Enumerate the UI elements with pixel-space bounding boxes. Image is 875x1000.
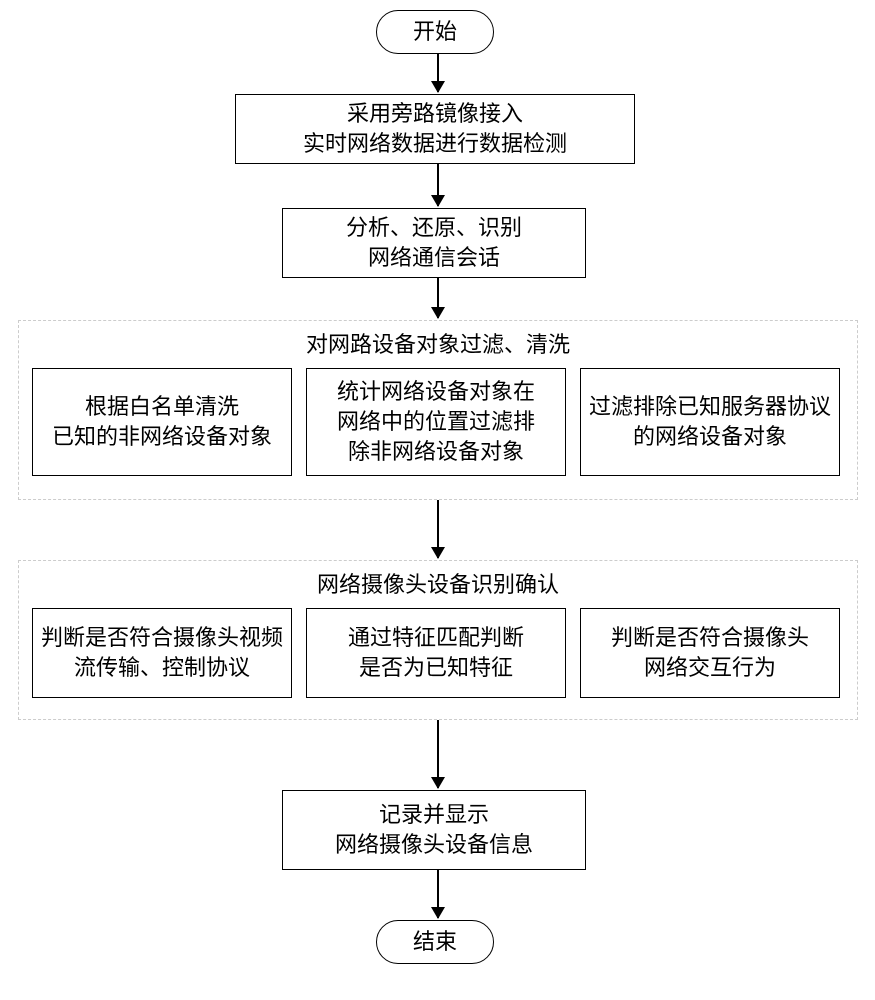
node-n3-line: 记录并显示 xyxy=(379,800,489,830)
node-n2-line: 分析、还原、识别 xyxy=(346,213,522,243)
node-g2c-line: 网络交互行为 xyxy=(644,653,776,683)
node-n1: 采用旁路镜像接入实时网络数据进行数据检测 xyxy=(235,94,635,164)
node-g2a: 判断是否符合摄像头视频流传输、控制协议 xyxy=(32,608,292,698)
node-g1a-line: 根据白名单清洗 xyxy=(85,392,239,422)
node-g2a-line: 判断是否符合摄像头视频 xyxy=(41,623,283,653)
node-n2-line: 网络通信会话 xyxy=(368,243,500,273)
node-g1b-line: 除非网络设备对象 xyxy=(348,437,524,467)
node-start-line: 开始 xyxy=(413,17,457,47)
node-g1c-line: 的网络设备对象 xyxy=(633,422,787,452)
arrow-n3-end xyxy=(437,870,439,918)
group-title-g2: 网络摄像头设备识别确认 xyxy=(19,567,857,599)
arrow-n2-g1 xyxy=(437,278,439,318)
node-n3-line: 网络摄像头设备信息 xyxy=(335,830,533,860)
node-g2c-line: 判断是否符合摄像头 xyxy=(611,623,809,653)
node-g2b-line: 通过特征匹配判断 xyxy=(348,623,524,653)
node-n1-line: 采用旁路镜像接入 xyxy=(347,99,523,129)
node-g1a: 根据白名单清洗已知的非网络设备对象 xyxy=(32,368,292,476)
node-g1b-line: 统计网络设备对象在 xyxy=(337,377,535,407)
group-title-g1: 对网路设备对象过滤、清洗 xyxy=(19,327,857,359)
arrow-g1-g2 xyxy=(437,500,439,558)
node-n2: 分析、还原、识别网络通信会话 xyxy=(282,208,586,278)
node-end: 结束 xyxy=(376,920,494,964)
node-g2a-line: 流传输、控制协议 xyxy=(74,653,250,683)
arrow-start-n1 xyxy=(437,54,439,92)
node-end-line: 结束 xyxy=(413,927,457,957)
node-start: 开始 xyxy=(376,10,494,54)
node-g1b-line: 网络中的位置过滤排 xyxy=(337,407,535,437)
node-n3: 记录并显示网络摄像头设备信息 xyxy=(282,790,586,870)
node-g1c-line: 过滤排除已知服务器协议 xyxy=(589,392,831,422)
node-g1a-line: 已知的非网络设备对象 xyxy=(52,422,272,452)
arrow-n1-n2 xyxy=(437,164,439,206)
node-g1b: 统计网络设备对象在网络中的位置过滤排除非网络设备对象 xyxy=(306,368,566,476)
node-n1-line: 实时网络数据进行数据检测 xyxy=(303,129,567,159)
node-g2b: 通过特征匹配判断是否为已知特征 xyxy=(306,608,566,698)
flowchart-canvas: 对网路设备对象过滤、清洗网络摄像头设备识别确认开始采用旁路镜像接入实时网络数据进… xyxy=(0,0,875,1000)
node-g2c: 判断是否符合摄像头网络交互行为 xyxy=(580,608,840,698)
arrow-g2-n3 xyxy=(437,720,439,788)
node-g1c: 过滤排除已知服务器协议的网络设备对象 xyxy=(580,368,840,476)
node-g2b-line: 是否为已知特征 xyxy=(359,653,513,683)
